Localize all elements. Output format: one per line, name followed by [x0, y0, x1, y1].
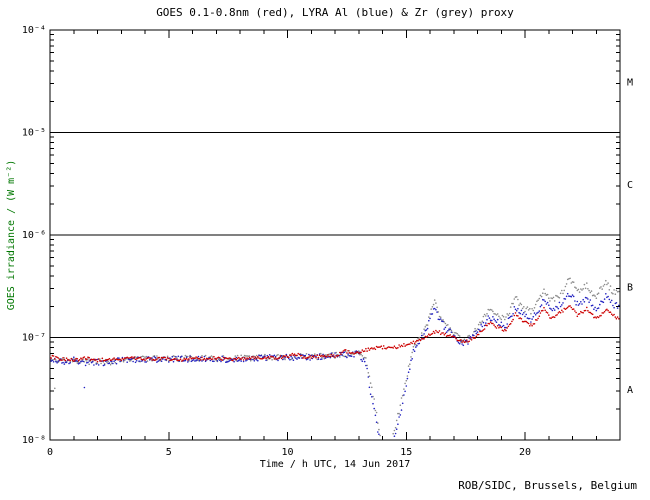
flare-class-label: M [627, 77, 633, 88]
x-tick-label: 15 [400, 447, 412, 458]
tick-labels: 0 5 10 15 20 10⁻⁸ 10⁻⁷ 10⁻⁶ 10⁻⁵ 10⁻⁴ A B C M [22, 25, 633, 458]
series-goes-0-1-0-8nm [50, 305, 620, 363]
y-tick-label: 10⁻⁸ [22, 435, 46, 446]
y-tick-label: 10⁻⁵ [22, 128, 46, 139]
y-tick-label: 10⁻⁶ [22, 230, 46, 241]
series-lyra-al-proxy [50, 292, 620, 438]
x-tick-label: 10 [281, 447, 293, 458]
x-tick-label: 0 [47, 447, 53, 458]
x-tick-label: 20 [519, 447, 531, 458]
x-axis-label: Time / h UTC, 14 Jun 2017 [260, 459, 411, 470]
credit-text: ROB/SIDC, Brussels, Belgium [458, 479, 637, 492]
x-tick-label: 5 [166, 447, 172, 458]
y-tick-label: 10⁻⁴ [22, 25, 46, 36]
flare-threshold-lines [50, 132, 620, 338]
y-tick-label: 10⁻⁷ [22, 333, 46, 344]
flare-class-label: A [627, 385, 633, 396]
chart-title: GOES 0.1-0.8nm (red), LYRA Al (blue) & Z… [156, 6, 514, 19]
flare-class-label: B [627, 282, 633, 293]
flare-class-label: C [627, 180, 633, 191]
y-axis-label: GOES irradiance / (W m⁻²) [6, 160, 17, 311]
